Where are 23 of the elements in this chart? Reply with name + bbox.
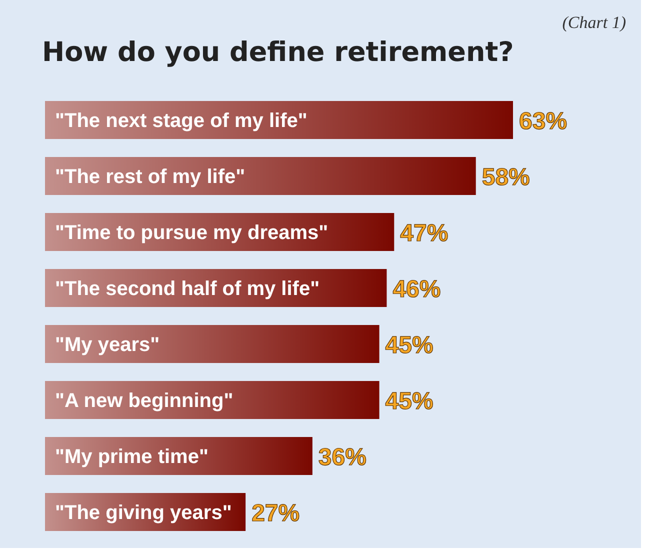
data-label: 27% xyxy=(252,500,300,527)
bar xyxy=(45,437,312,475)
data-label: 58% xyxy=(482,164,530,191)
text: (Chart 1) xyxy=(562,13,626,32)
chart-title: How do you define retirement? xyxy=(42,37,514,68)
data-label: 36% xyxy=(318,444,366,471)
y-tick-label: "A new beginning" xyxy=(55,390,234,412)
bar xyxy=(45,101,513,139)
y-tick-label: "The rest of my life" xyxy=(55,166,246,188)
data-label: 45% xyxy=(385,332,434,359)
y-tick-label: "The second half of my life" xyxy=(55,278,320,300)
data-label: 45% xyxy=(385,388,434,415)
y-tick-label: "The giving years" xyxy=(55,502,232,524)
data-label: 63% xyxy=(519,108,568,135)
bar xyxy=(45,325,380,363)
y-tick-label: "My prime time" xyxy=(55,446,208,468)
bar xyxy=(45,381,380,419)
data-label: 46% xyxy=(392,276,441,303)
y-tick-label: "My years" xyxy=(55,334,160,356)
data-label: 47% xyxy=(400,220,448,247)
y-tick-label: "Time to pursue my dreams" xyxy=(55,222,328,244)
y-tick-label: "The next stage of my life" xyxy=(55,110,308,132)
bar xyxy=(45,157,476,195)
